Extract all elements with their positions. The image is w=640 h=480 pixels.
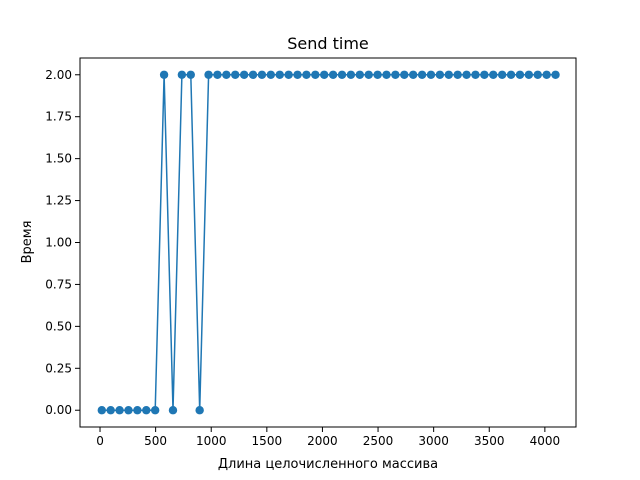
data-point [506, 70, 516, 79]
data-point [168, 406, 178, 415]
data-point [444, 70, 453, 79]
data-point [222, 70, 231, 79]
x-tick-label: 3000 [418, 434, 449, 448]
y-tick-label: 0.00 [45, 403, 72, 417]
data-point [533, 70, 542, 79]
data-point [373, 70, 382, 79]
data-point [480, 70, 489, 79]
data-point [231, 70, 240, 79]
axes-frame [79, 57, 577, 428]
data-point [453, 70, 462, 79]
data-point [133, 406, 142, 415]
y-tick-label: 0.50 [45, 319, 72, 333]
data-point [106, 406, 115, 415]
data-point [257, 70, 267, 79]
data-point [489, 70, 498, 79]
x-tick-label: 2000 [307, 434, 338, 448]
x-axis: 0 500 1000 1500 2000 2500 3000 3500 4000 [96, 427, 560, 448]
x-axis-label: Длина целочисленного массива [218, 457, 438, 472]
y-tick-label: 1.50 [45, 152, 72, 166]
data-point [275, 70, 284, 79]
data-point [337, 70, 347, 79]
y-axis-label: Время [20, 221, 35, 264]
x-tick-label: 3500 [474, 434, 505, 448]
data-point [159, 70, 169, 79]
data-point [515, 70, 525, 79]
data-point [382, 70, 391, 79]
data-point [346, 70, 356, 79]
data-point [195, 406, 204, 415]
x-tick-label: 0 [96, 434, 104, 448]
data-point [124, 406, 133, 415]
data-point [471, 70, 480, 79]
data-point [150, 406, 160, 415]
data-point [426, 70, 436, 79]
y-tick-label: 0.75 [45, 277, 72, 291]
data-point [551, 70, 560, 79]
data-point [266, 70, 276, 79]
y-tick-label: 1.75 [45, 110, 72, 124]
data-point [408, 70, 418, 79]
data-point [542, 70, 551, 79]
data-point [239, 70, 249, 79]
y-tick-label: 0.25 [45, 361, 72, 375]
data-point [364, 70, 373, 79]
data-point [355, 70, 365, 79]
data-point [391, 70, 400, 79]
data-point [435, 70, 445, 79]
data-point [462, 70, 471, 79]
x-tick-label: 500 [144, 434, 167, 448]
x-tick-label: 1000 [196, 434, 227, 448]
x-tick-label: 1500 [252, 434, 283, 448]
data-point [400, 70, 409, 79]
data-point [311, 70, 320, 79]
y-tick-label: 1.00 [45, 236, 72, 250]
y-axis: 0.00 0.25 0.50 0.75 1.00 1.25 1.50 1.75 2.00 [45, 68, 80, 417]
data-point [293, 70, 302, 79]
data-point [417, 70, 427, 79]
chart-title: Send time [287, 34, 369, 53]
data-point [115, 406, 124, 415]
data-point [320, 70, 329, 79]
x-tick-label: 2500 [363, 434, 394, 448]
x-tick-label: 4000 [530, 434, 561, 448]
data-point [177, 70, 187, 79]
data-point [328, 70, 338, 79]
data-point [524, 70, 534, 79]
data-point [204, 70, 213, 79]
data-point [213, 70, 222, 79]
y-tick-label: 2.00 [45, 68, 72, 82]
data-point [497, 70, 507, 79]
data-point [142, 406, 151, 415]
data-point [97, 406, 106, 415]
data-point [186, 70, 195, 79]
data-point [302, 70, 311, 79]
data-point [284, 70, 293, 79]
plot-area [97, 70, 560, 415]
series-line [101, 74, 556, 411]
y-tick-label: 1.25 [45, 194, 72, 208]
data-point [248, 70, 258, 79]
